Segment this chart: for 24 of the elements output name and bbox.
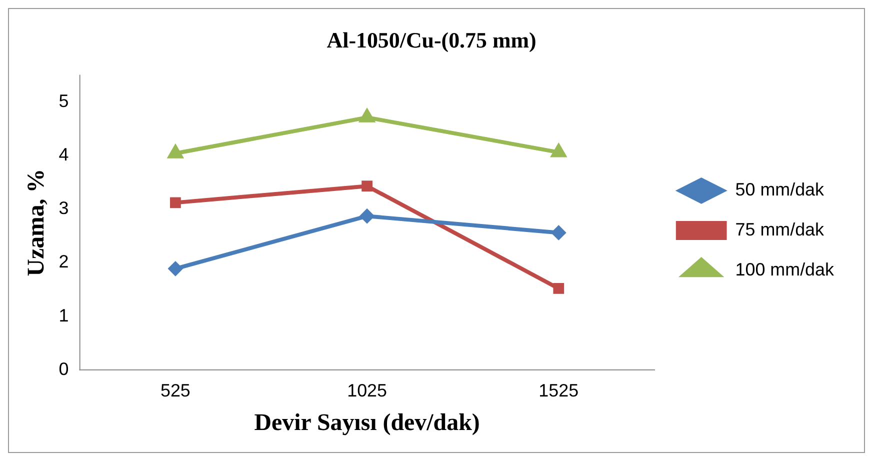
point [168,261,183,276]
point [358,108,376,122]
point [170,197,181,208]
y-tick-label: 2 [58,252,69,272]
y-tick-label: 1 [58,305,69,326]
y-tick-label: 4 [58,144,69,164]
y-axis-title: Uzama, % [24,168,50,276]
y-tick-label: 3 [58,198,69,218]
legend-label: 50 mm/dak [735,180,824,200]
chart-title: Al-1050/Cu-(0.75 mm) [326,28,536,53]
point [551,225,566,240]
point [167,144,184,158]
point [553,283,564,294]
point [360,208,375,224]
x-axis-title: Devir Sayısı (dev/dak) [254,410,480,436]
x-tick-label: 1025 [347,380,388,401]
y-tick-label: 5 [58,90,69,111]
x-tick-label: 525 [160,380,190,401]
point [362,180,372,192]
point [550,142,567,158]
legend-label: 100 mm/dak [735,259,834,280]
x-tick-label: 1525 [538,380,579,401]
y-tick-label: 0 [58,358,69,379]
legend-label: 75 mm/dak [735,219,824,240]
